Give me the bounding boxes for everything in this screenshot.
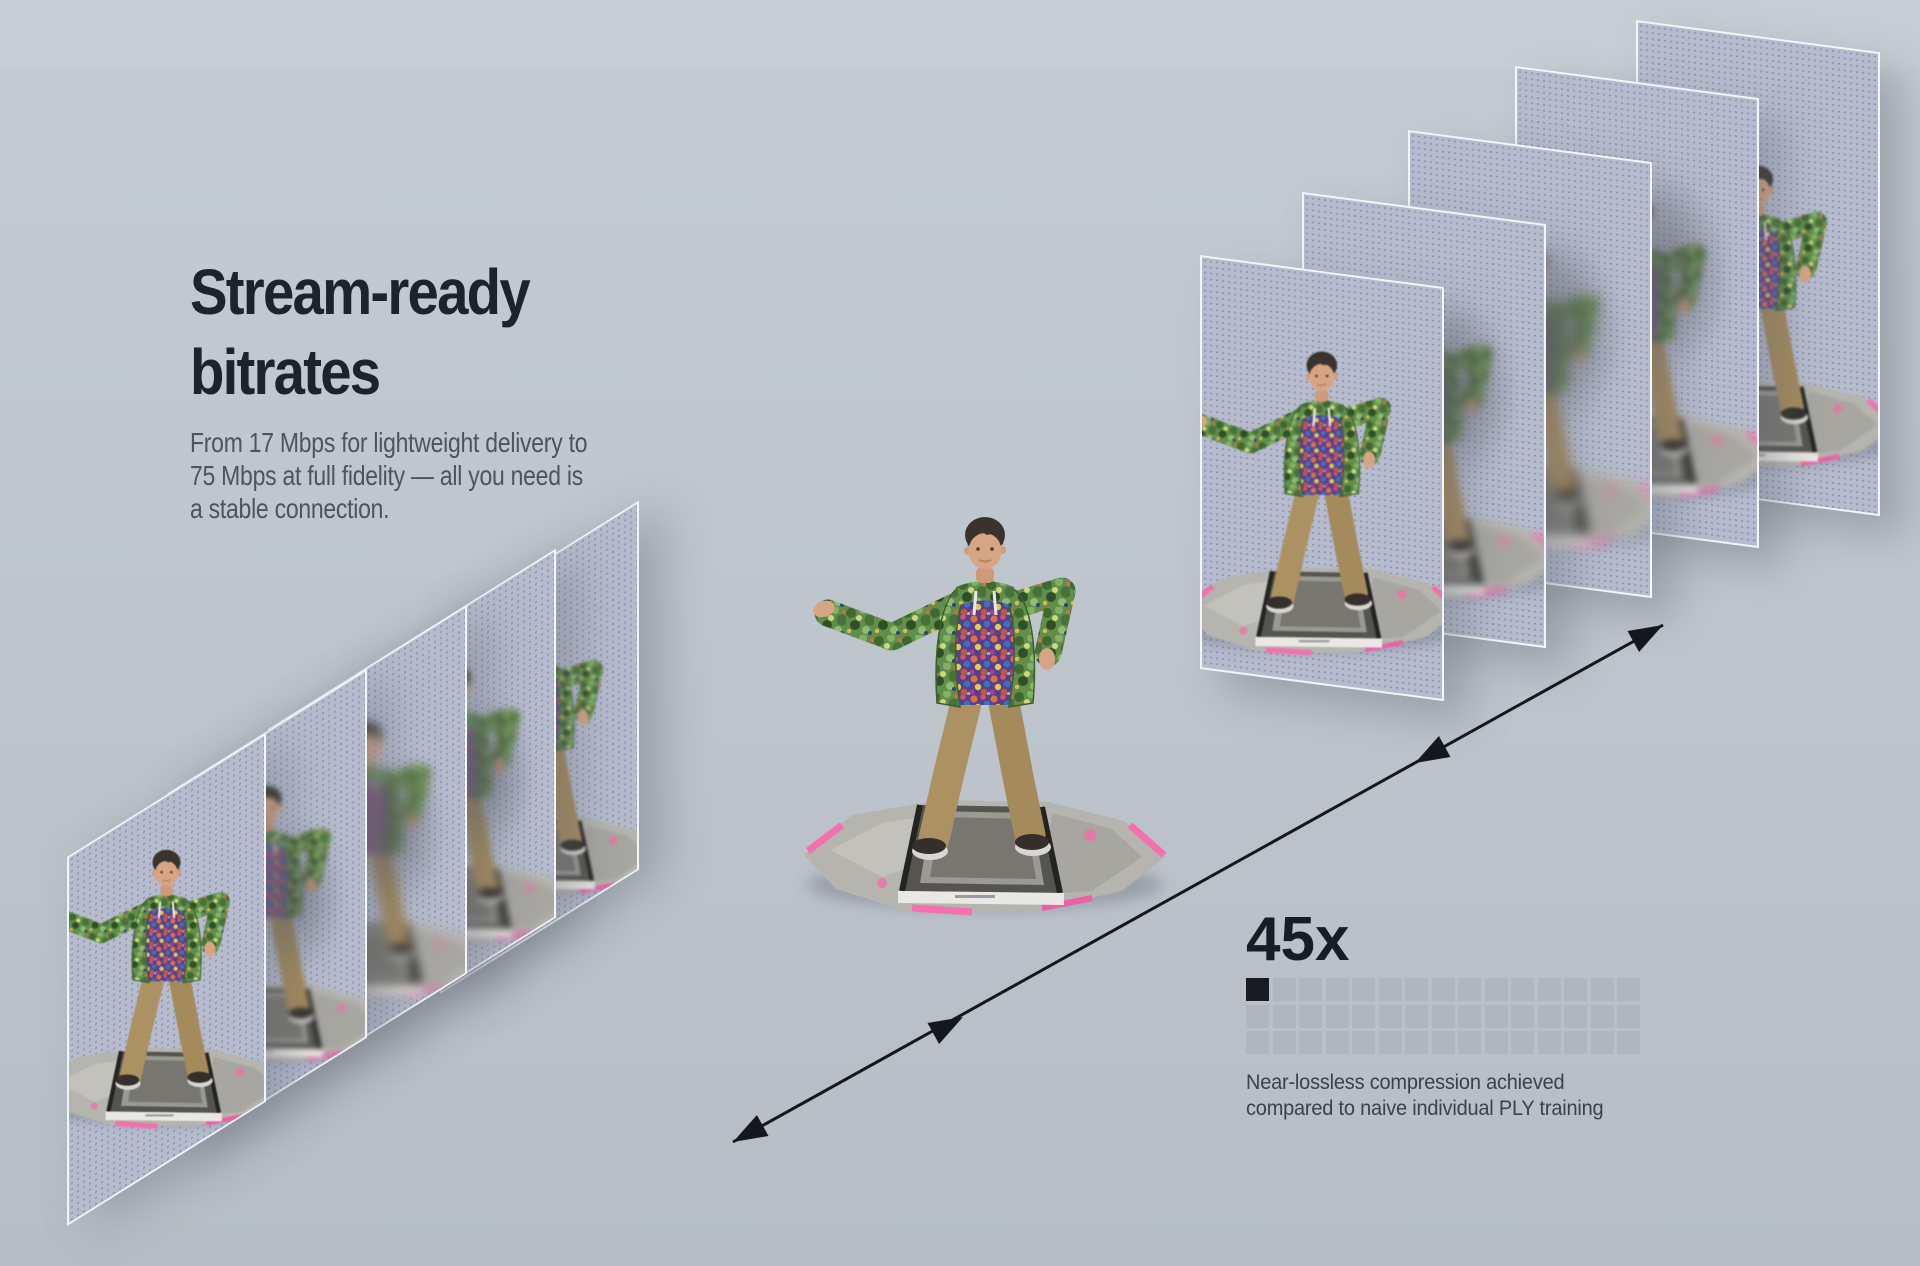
grid-cell [1246, 1004, 1269, 1028]
grid-cell [1511, 1031, 1534, 1054]
frame-figure [67, 829, 266, 1136]
grid-cell [1431, 978, 1455, 1001]
compression-caption: Near-lossless compression achieved compa… [1246, 1071, 1604, 1120]
arrowhead-mid-left [1415, 736, 1451, 763]
grid-cell [1590, 1004, 1614, 1028]
frame-figure [1200, 310, 1444, 663]
compression-callout: 45x Near-lossless compression achieved c… [1246, 908, 1640, 1122]
grid-cell [1537, 1031, 1561, 1054]
grid-cell [1458, 1031, 1481, 1054]
hero-figure [790, 495, 1180, 925]
grid-cell [1272, 978, 1296, 1001]
grid-cell [1431, 1031, 1455, 1054]
page-title-line1: Stream-ready [190, 256, 531, 328]
grid-cell [1590, 978, 1614, 1001]
grid-cell [1352, 1031, 1375, 1054]
grid-cell [1537, 978, 1561, 1001]
grid-cell [1246, 1031, 1269, 1054]
grid-cell [1325, 1004, 1349, 1028]
grid-cell-filled [1246, 978, 1269, 1001]
grid-cell [1272, 1031, 1296, 1054]
grid-cell [1484, 978, 1508, 1001]
compression-grid [1246, 978, 1640, 1054]
grid-cell [1299, 1004, 1322, 1028]
grid-cell [1352, 978, 1375, 1001]
frame-card [1200, 255, 1444, 702]
grid-cell [1564, 1031, 1587, 1054]
grid-cell [1378, 1004, 1402, 1028]
grid-cell [1458, 1004, 1481, 1028]
grid-cell [1617, 978, 1640, 1001]
grid-cell [1458, 978, 1481, 1001]
grid-cell [1511, 978, 1534, 1001]
grid-cell [1299, 1031, 1322, 1054]
arrowhead-mid-right [927, 1017, 963, 1044]
grid-cell [1352, 1004, 1375, 1028]
grid-cell [1431, 1004, 1455, 1028]
grid-cell [1299, 978, 1322, 1001]
grid-cell [1325, 978, 1349, 1001]
grid-cell [1325, 1031, 1349, 1054]
grid-cell [1405, 978, 1428, 1001]
grid-cell [1272, 1004, 1296, 1028]
grid-cell [1590, 1031, 1614, 1054]
grid-cell [1484, 1004, 1508, 1028]
headline-block: Stream-ready bitrates From 17 Mbps for l… [190, 252, 587, 524]
grid-cell [1564, 1004, 1587, 1028]
grid-cell [1564, 978, 1587, 1001]
frame-card [67, 732, 266, 1226]
compression-factor: 45x [1246, 905, 1350, 974]
grid-cell [1511, 1004, 1534, 1028]
page-title-line2: bitrates [190, 336, 381, 408]
grid-cell [1405, 1004, 1428, 1028]
grid-cell [1405, 1031, 1428, 1054]
grid-cell [1378, 1031, 1402, 1054]
grid-cell [1537, 1004, 1561, 1028]
grid-cell [1617, 1004, 1640, 1028]
grid-cell [1378, 978, 1402, 1001]
page-title: Stream-ready bitrates [190, 252, 531, 412]
page-subtitle: From 17 Mbps for lightweight delivery to… [190, 427, 588, 524]
hero-figure-art [790, 495, 1180, 925]
grid-cell [1617, 1031, 1640, 1054]
arrowhead-end-left [733, 1115, 769, 1142]
grid-cell [1484, 1031, 1508, 1054]
arrowhead-end-right [1627, 625, 1663, 652]
